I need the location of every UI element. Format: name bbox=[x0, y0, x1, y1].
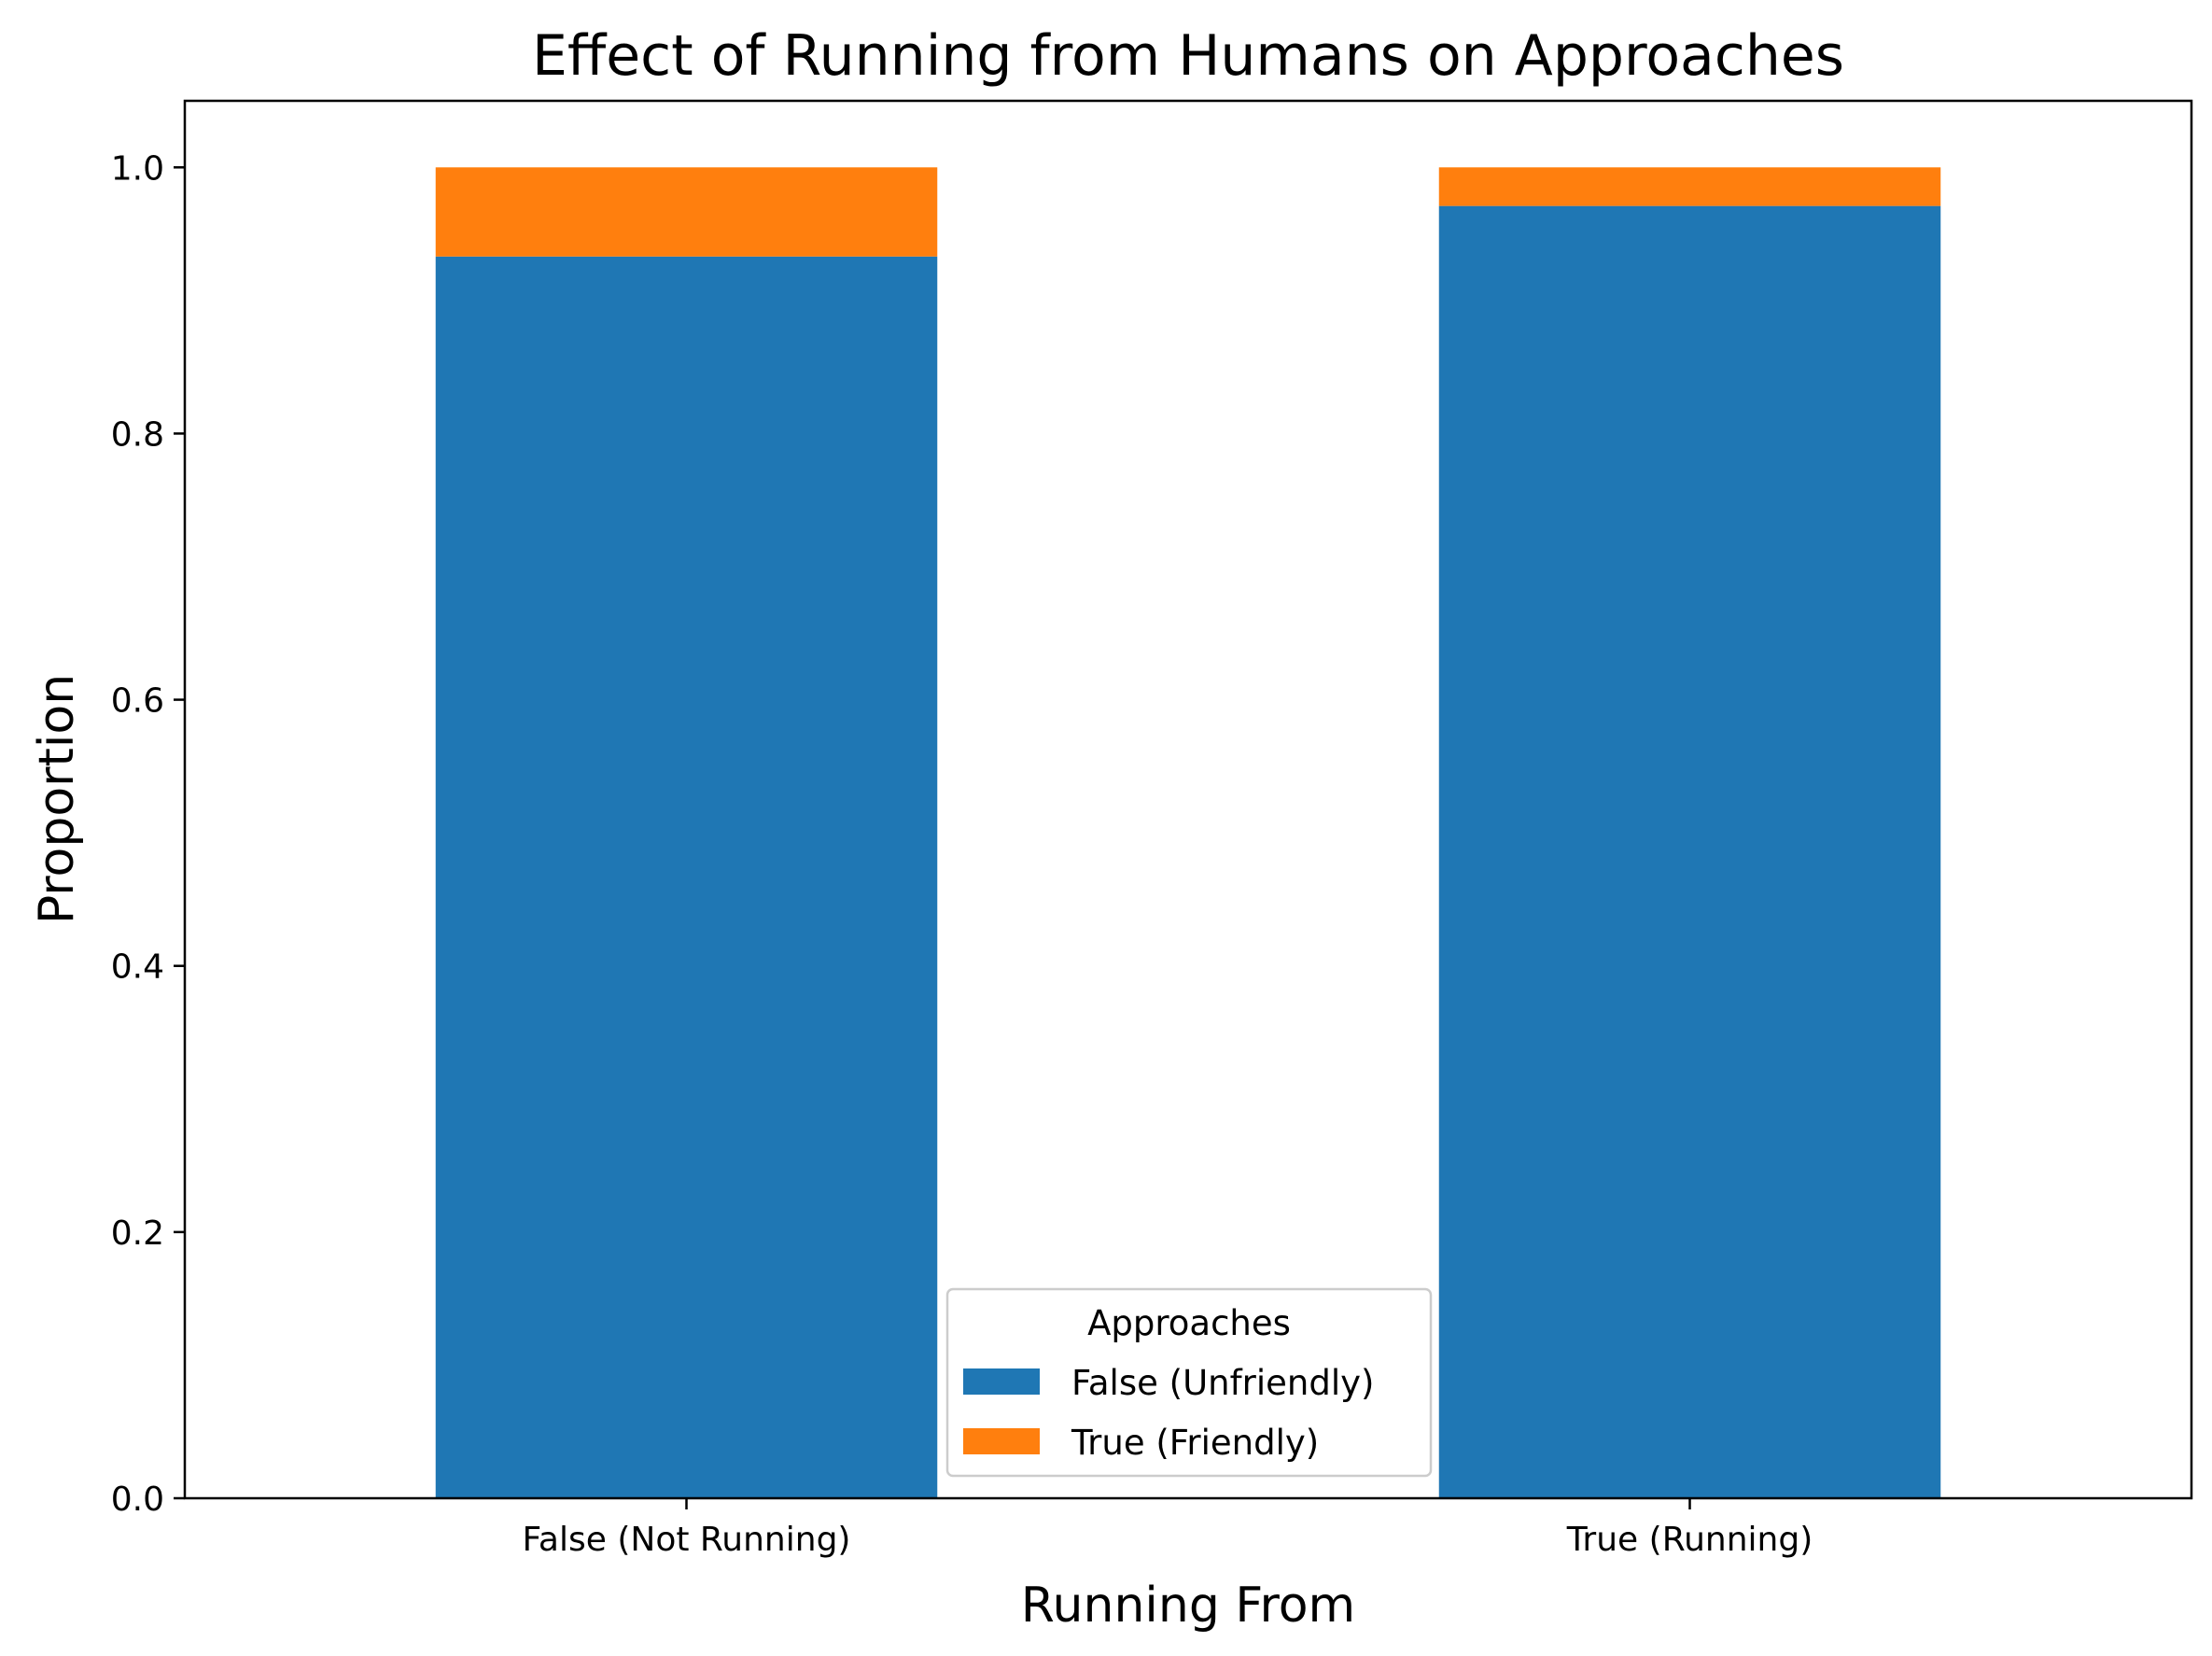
x-axis-label: Running From bbox=[1021, 1578, 1355, 1634]
bar-unfriendly-0 bbox=[435, 256, 938, 1498]
legend-swatch-unfriendly bbox=[963, 1368, 1040, 1395]
legend-box bbox=[945, 1287, 1433, 1478]
legend-label-friendly: True (Friendly) bbox=[1071, 1423, 1319, 1463]
bar-friendly-1 bbox=[1438, 167, 1941, 206]
y-tick-label: 0.4 bbox=[111, 948, 164, 987]
y-axis-ticks: 0.0 0.2 0.4 0.6 0.8 1.0 bbox=[111, 149, 185, 1519]
y-tick-label: 1.0 bbox=[111, 149, 164, 188]
y-tick-label: 0.6 bbox=[111, 682, 164, 721]
y-axis-label: Proportion bbox=[29, 674, 85, 924]
y-tick-label: 0.2 bbox=[111, 1214, 164, 1253]
legend: Approaches False (Unfriendly) True (Frie… bbox=[945, 1287, 1433, 1478]
legend-swatch-friendly bbox=[963, 1428, 1040, 1454]
x-axis-ticks: False (Not Running) True (Running) bbox=[523, 1498, 1813, 1559]
bar-unfriendly-1 bbox=[1438, 205, 1941, 1498]
y-tick-label: 0.0 bbox=[111, 1481, 164, 1519]
bars-group bbox=[435, 167, 1941, 1498]
bar-friendly-0 bbox=[435, 167, 938, 257]
legend-label-unfriendly: False (Unfriendly) bbox=[1071, 1363, 1374, 1403]
chart-title: Effect of Running from Humans on Approac… bbox=[532, 23, 1844, 89]
legend-title: Approaches bbox=[1087, 1303, 1291, 1343]
plot-frame bbox=[183, 99, 2193, 1500]
x-tick-label: True (Running) bbox=[1566, 1521, 1813, 1559]
y-tick-label: 0.8 bbox=[111, 415, 164, 454]
x-tick-label: False (Not Running) bbox=[523, 1521, 851, 1559]
